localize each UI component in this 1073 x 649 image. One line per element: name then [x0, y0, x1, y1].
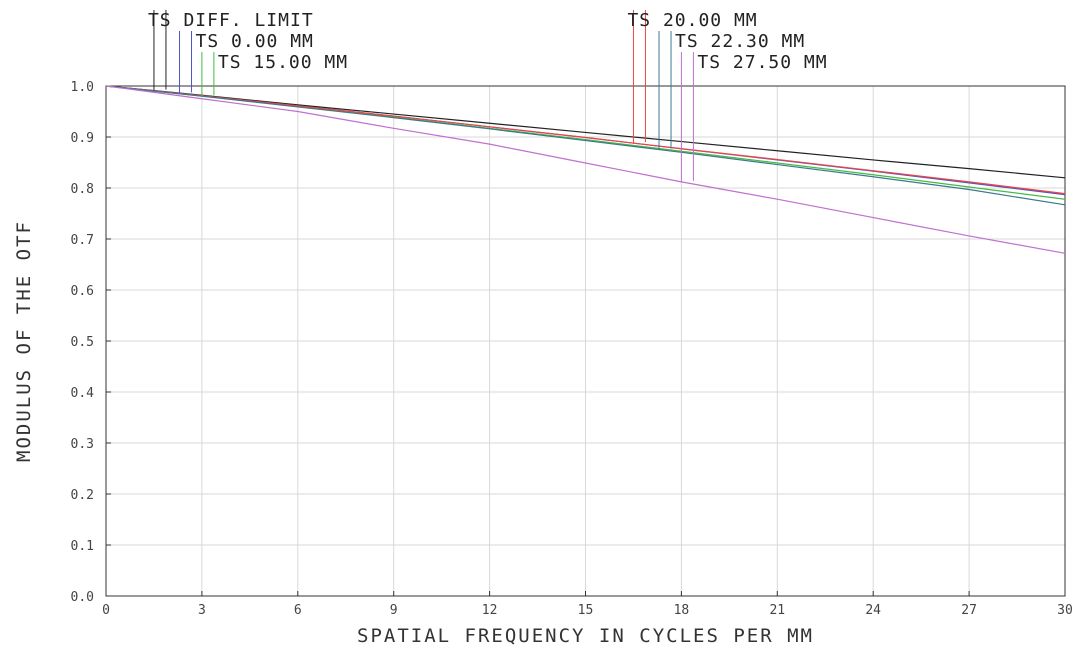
- legend-entry: TS DIFF. LIMIT: [148, 10, 314, 31]
- series-line: [105, 85, 1066, 206]
- y-axis-ticks: 0.0 0.1 0.2 0.3 0.4 0.5 0.6 0.7 0.8 0.9 1.0: [71, 80, 111, 605]
- x-tick-label: 30: [1057, 603, 1073, 618]
- y-tick-label: 0.4: [71, 386, 95, 401]
- x-tick-label: 24: [865, 603, 881, 618]
- y-tick-label: 0.5: [71, 335, 94, 350]
- x-tick-label: 18: [674, 603, 690, 618]
- y-tick-label: 0.7: [71, 233, 94, 248]
- legend-entry: TS 27.50 MM: [697, 52, 827, 73]
- series-lines: [105, 85, 1066, 254]
- legend-entry: TS 20.00 MM: [627, 10, 757, 31]
- y-axis-title: MODULUS OF THE OTF: [13, 220, 35, 462]
- series-line: [105, 85, 1066, 179]
- y-tick-label: 0.1: [71, 539, 94, 554]
- legend-leaders: [153, 10, 694, 182]
- x-tick-label: 9: [390, 603, 398, 618]
- legend-entry: TS 0.00 MM: [196, 31, 314, 52]
- x-tick-label: 15: [578, 603, 594, 618]
- x-tick-label: 12: [482, 603, 498, 618]
- x-tick-label: 6: [294, 603, 302, 618]
- y-tick-label: 0.3: [71, 437, 94, 452]
- x-tick-label: 3: [198, 603, 206, 618]
- legend-entry: TS 15.00 MM: [218, 52, 348, 73]
- x-tick-label: 27: [961, 603, 977, 618]
- y-tick-label: 0.9: [71, 131, 94, 146]
- y-tick-label: 1.0: [71, 80, 94, 95]
- y-tick-label: 0.0: [71, 590, 94, 605]
- x-tick-label: 21: [769, 603, 785, 618]
- y-tick-label: 0.6: [71, 284, 94, 299]
- y-tick-label: 0.2: [71, 488, 94, 503]
- x-axis-ticks: 0 3 6 9 12 15 18 21 24 27 30: [102, 591, 1073, 618]
- x-tick-label: 0: [102, 603, 110, 618]
- x-axis-title: SPATIAL FREQUENCY IN CYCLES PER MM: [357, 625, 814, 647]
- legend-entry: TS 22.30 MM: [675, 31, 805, 52]
- series-line: [105, 85, 1066, 254]
- y-tick-label: 0.8: [71, 182, 94, 197]
- series-line: [105, 85, 1066, 195]
